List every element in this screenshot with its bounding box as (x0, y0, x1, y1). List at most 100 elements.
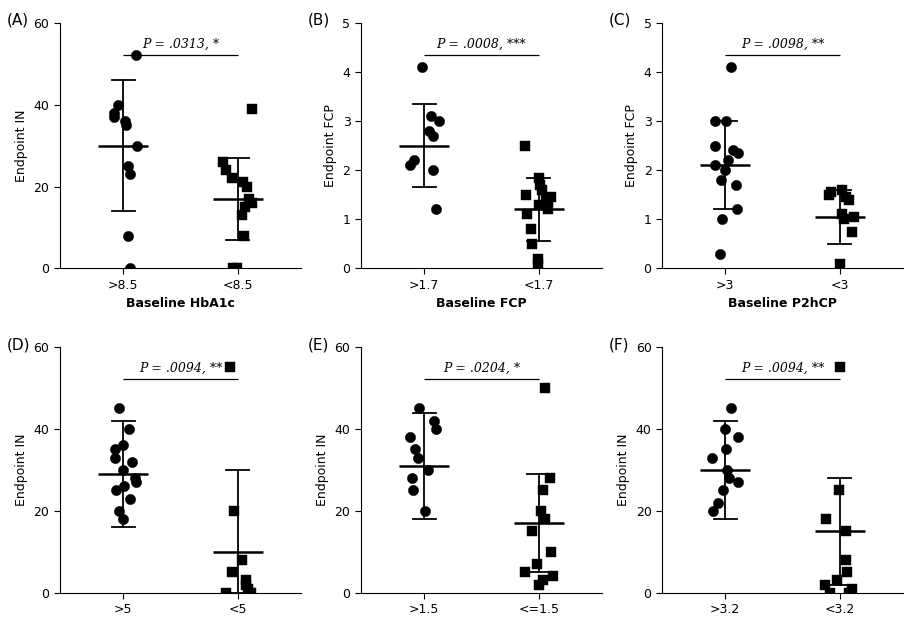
Text: P = .0098, **: P = .0098, ** (741, 38, 824, 51)
Text: (A): (A) (6, 13, 29, 28)
Point (535, 185, 549, 195)
Point (424, 111, 438, 121)
Point (106, 108, 121, 118)
Point (108, 485, 123, 495)
Point (107, 444, 122, 454)
Point (407, 155, 422, 165)
Point (721, 155, 735, 165)
Text: P = .0008, ***: P = .0008, *** (436, 38, 526, 51)
Point (544, 192, 558, 202)
Point (707, 160, 722, 170)
Y-axis label: Endpoint IN: Endpoint IN (15, 110, 28, 182)
Text: P = .0094, **: P = .0094, ** (138, 362, 222, 375)
Point (708, 140, 723, 151)
Point (215, 157, 230, 167)
Point (720, 465, 735, 475)
Point (403, 432, 418, 442)
Text: (C): (C) (609, 13, 631, 28)
Point (122, 493, 137, 503)
Text: P = .0204, *: P = .0204, * (443, 362, 520, 375)
Point (531, 173, 546, 183)
Point (226, 506, 241, 516)
Point (715, 485, 730, 495)
Point (534, 506, 548, 516)
Point (128, 50, 143, 60)
Y-axis label: Endpoint IN: Endpoint IN (617, 433, 630, 506)
Text: (B): (B) (308, 13, 330, 28)
Y-axis label: Endpoint IN: Endpoint IN (316, 433, 329, 506)
Point (841, 588, 856, 598)
Point (714, 214, 729, 224)
Point (421, 465, 436, 475)
Point (244, 104, 259, 114)
Point (731, 477, 746, 487)
Point (724, 62, 739, 72)
Point (518, 190, 533, 200)
Point (706, 506, 721, 516)
Point (524, 224, 538, 234)
Point (823, 187, 838, 197)
Point (832, 485, 846, 495)
Point (238, 202, 252, 212)
Point (544, 547, 558, 557)
Text: (E): (E) (308, 337, 329, 352)
Point (123, 169, 138, 180)
Point (717, 165, 732, 175)
Point (532, 200, 547, 210)
Point (711, 498, 725, 508)
Point (403, 160, 417, 170)
Point (822, 190, 836, 200)
Point (830, 575, 845, 585)
Point (412, 403, 426, 413)
Point (705, 452, 720, 462)
Point (530, 258, 545, 268)
Point (245, 198, 260, 208)
Point (428, 424, 443, 434)
Point (112, 506, 127, 516)
Point (719, 116, 734, 126)
Point (120, 231, 135, 241)
Point (111, 403, 126, 413)
Point (219, 588, 234, 598)
Point (429, 204, 444, 214)
Point (725, 146, 740, 156)
Point (838, 526, 853, 536)
Point (116, 514, 130, 524)
Point (839, 567, 854, 577)
Point (239, 580, 254, 590)
Point (833, 362, 847, 372)
Point (118, 120, 133, 130)
Point (530, 559, 545, 569)
Point (517, 140, 532, 151)
X-axis label: Baseline FCP: Baseline FCP (436, 297, 526, 311)
Point (845, 227, 859, 237)
Point (525, 239, 539, 249)
Point (128, 473, 143, 483)
Point (541, 204, 556, 214)
Point (237, 231, 251, 241)
Point (219, 165, 234, 175)
Point (225, 567, 239, 577)
Text: P = .0094, **: P = .0094, ** (741, 362, 824, 375)
Point (546, 571, 560, 581)
Point (235, 555, 249, 565)
Point (823, 588, 837, 598)
Point (836, 214, 851, 224)
X-axis label: Baseline P2hCP: Baseline P2hCP (728, 297, 837, 311)
Point (426, 416, 441, 426)
Point (239, 181, 254, 192)
X-axis label: Baseline HbA1c: Baseline HbA1c (126, 297, 235, 311)
Y-axis label: Endpoint FCP: Endpoint FCP (324, 104, 337, 187)
Point (536, 485, 550, 495)
Point (129, 477, 144, 487)
Point (724, 403, 738, 413)
Point (116, 481, 131, 491)
Point (406, 485, 421, 495)
Point (537, 383, 552, 393)
Point (845, 583, 859, 593)
Point (520, 209, 535, 219)
Point (116, 440, 130, 450)
Point (225, 173, 239, 183)
Point (731, 148, 746, 158)
Point (235, 178, 249, 188)
